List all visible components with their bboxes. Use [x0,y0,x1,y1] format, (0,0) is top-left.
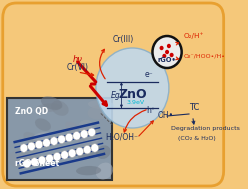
Ellipse shape [23,132,40,145]
Circle shape [31,158,38,166]
Circle shape [43,139,50,147]
Text: OH•: OH• [158,111,174,120]
Circle shape [50,137,58,145]
Circle shape [61,151,68,159]
Circle shape [58,135,65,143]
Ellipse shape [76,166,101,175]
Text: O₂/H⁺: O₂/H⁺ [184,32,204,39]
Text: H₂O/OH⁻: H₂O/OH⁻ [105,133,138,142]
Text: 3.9eV: 3.9eV [126,99,144,105]
FancyBboxPatch shape [7,98,112,180]
Text: O₂⁻/HOO•/H•: O₂⁻/HOO•/H• [184,54,225,59]
Ellipse shape [21,149,38,163]
Circle shape [76,147,84,156]
Circle shape [65,133,73,142]
Circle shape [170,53,174,57]
Text: Eg: Eg [111,91,121,99]
Text: hν: hν [73,55,83,64]
Text: h⁺: h⁺ [146,106,155,115]
Ellipse shape [35,103,61,112]
Ellipse shape [8,150,30,168]
Circle shape [68,149,76,157]
Text: Cr(VI): Cr(VI) [67,63,89,72]
Ellipse shape [78,151,99,159]
Text: e⁻: e⁻ [145,70,153,79]
Circle shape [46,154,53,163]
Text: TC: TC [189,103,199,112]
Text: Degradation products: Degradation products [171,126,240,131]
Circle shape [88,128,95,136]
Text: ZnO: ZnO [118,88,147,101]
Ellipse shape [79,120,93,131]
Circle shape [83,146,91,154]
Ellipse shape [88,106,110,120]
Circle shape [80,130,88,138]
Text: rGO Sheet: rGO Sheet [15,159,59,168]
Circle shape [28,142,35,150]
Ellipse shape [96,145,111,159]
Ellipse shape [35,118,51,131]
Ellipse shape [41,96,62,110]
Circle shape [35,140,43,149]
Circle shape [23,160,31,168]
Text: ZnO QD: ZnO QD [15,107,48,116]
Circle shape [91,144,99,152]
Ellipse shape [51,101,69,116]
Circle shape [165,50,169,54]
Circle shape [159,46,164,50]
Circle shape [162,54,166,58]
Ellipse shape [77,132,100,149]
Text: (CO₂ & H₂O): (CO₂ & H₂O) [178,136,216,141]
Circle shape [38,156,46,164]
Ellipse shape [65,122,85,138]
Ellipse shape [79,125,101,142]
Circle shape [153,36,182,68]
Circle shape [20,144,28,152]
Circle shape [167,44,171,48]
Text: Cr(III): Cr(III) [112,35,133,44]
Ellipse shape [96,163,113,180]
FancyBboxPatch shape [3,3,224,186]
Circle shape [53,153,61,161]
Ellipse shape [33,132,50,141]
Circle shape [73,132,81,140]
Ellipse shape [88,100,114,109]
Circle shape [96,48,169,128]
Text: rGO•: rGO• [158,57,176,63]
